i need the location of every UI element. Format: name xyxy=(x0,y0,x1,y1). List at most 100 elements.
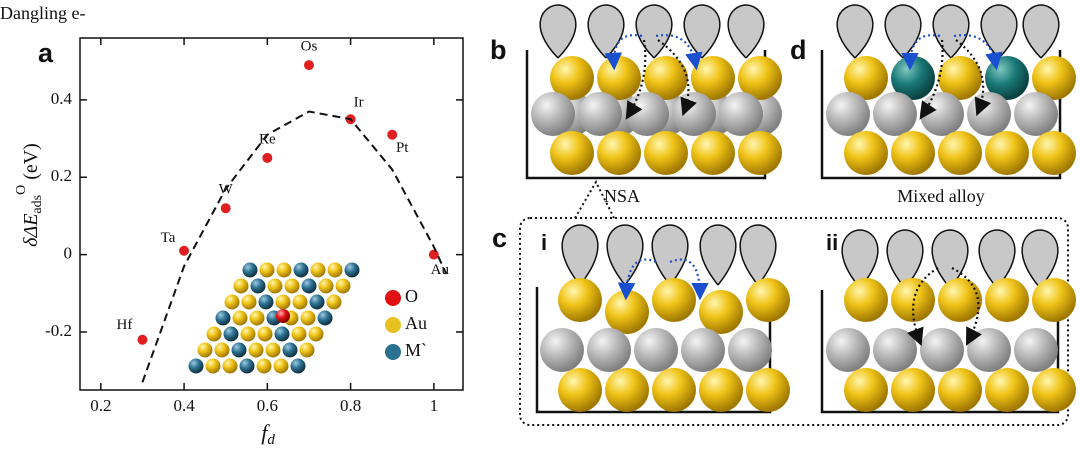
x-tick-label: 0.6 xyxy=(257,396,278,415)
orbital-lobe xyxy=(932,4,970,59)
atom xyxy=(188,358,204,374)
atom xyxy=(826,328,870,372)
atom xyxy=(231,342,247,358)
arrow xyxy=(953,34,1003,71)
xlabel-main: f xyxy=(261,420,270,445)
ylabel-main: δΔE xyxy=(20,214,42,247)
xlabel-sub: d xyxy=(267,432,275,448)
point-label: Pt xyxy=(396,140,409,156)
point-label: Ta xyxy=(161,230,176,246)
panel-label: a xyxy=(38,38,54,68)
atom xyxy=(844,278,888,322)
atom xyxy=(265,342,281,358)
arrow xyxy=(655,34,703,71)
x-tick-label: 1 xyxy=(430,396,439,415)
atom xyxy=(1032,278,1076,322)
orbital-lobe xyxy=(1021,229,1059,289)
atom xyxy=(938,368,982,412)
legend-label: Au xyxy=(405,313,427,333)
atom xyxy=(550,131,594,175)
atom xyxy=(274,326,290,342)
c-frame xyxy=(519,217,1069,426)
atom xyxy=(1032,56,1076,100)
panel-label: i xyxy=(541,230,547,255)
atom xyxy=(250,278,266,294)
atom xyxy=(299,342,315,358)
legend-label: O xyxy=(405,286,418,306)
arrow xyxy=(901,34,941,71)
panel-label: ii xyxy=(826,230,838,255)
data-point xyxy=(386,128,399,141)
caption: Mixed alloy xyxy=(897,186,985,206)
atom xyxy=(257,326,273,342)
atom xyxy=(644,56,688,100)
atom xyxy=(222,358,238,374)
atom xyxy=(256,358,272,374)
y-tick-label: 0.2 xyxy=(51,166,72,185)
data-point xyxy=(136,333,149,346)
orbital-lobe xyxy=(651,224,689,286)
panel-label: c xyxy=(492,223,507,253)
atom xyxy=(985,278,1029,322)
atom xyxy=(291,326,307,342)
orbital-lobe xyxy=(739,224,777,286)
atom xyxy=(224,294,240,310)
atom xyxy=(826,92,870,136)
atom xyxy=(920,92,964,136)
atom xyxy=(309,294,325,310)
orbital-lobe xyxy=(931,229,969,289)
atom xyxy=(301,278,317,294)
data-point xyxy=(178,244,191,257)
atom xyxy=(844,368,888,412)
atom xyxy=(282,342,298,358)
panel-label: b xyxy=(490,35,507,65)
atom xyxy=(746,368,790,412)
data-point xyxy=(427,248,440,261)
atom xyxy=(275,294,291,310)
atom xyxy=(938,56,982,100)
orbital-lobe xyxy=(980,4,1018,59)
atom xyxy=(242,262,258,278)
orbital-lobe xyxy=(841,229,879,289)
atom xyxy=(652,368,696,412)
atom xyxy=(844,131,888,175)
atom xyxy=(284,278,300,294)
atom xyxy=(206,326,222,342)
atom xyxy=(1014,92,1058,136)
legend-swatch xyxy=(385,344,401,360)
atom xyxy=(223,326,239,342)
atom xyxy=(634,328,678,372)
point-label: Ir xyxy=(354,95,364,111)
orbital-lobe xyxy=(1022,4,1060,59)
atom xyxy=(985,131,1029,175)
atom xyxy=(597,131,641,175)
atom xyxy=(605,368,649,412)
atom xyxy=(738,131,782,175)
plot-frame xyxy=(79,37,464,391)
atom xyxy=(873,92,917,136)
atom xyxy=(558,368,602,412)
x-tick-label: 0.8 xyxy=(340,396,361,415)
data-point xyxy=(302,59,315,72)
atom xyxy=(239,358,255,374)
atom xyxy=(292,294,308,310)
panel-label: d xyxy=(790,35,807,65)
orbital-lobe xyxy=(978,229,1016,289)
orbital-lobe xyxy=(635,4,673,59)
orbital-lobe xyxy=(587,4,625,59)
orbital-lobe xyxy=(727,4,765,59)
ylabel-sub: ads xyxy=(30,195,45,214)
y-tick-label: 0.4 xyxy=(51,89,73,108)
atom xyxy=(300,310,316,326)
atom xyxy=(276,262,292,278)
atom xyxy=(938,131,982,175)
atom xyxy=(728,328,772,372)
arrow xyxy=(625,39,647,120)
point-label: Hf xyxy=(117,317,133,333)
atom xyxy=(273,358,289,374)
atom xyxy=(891,131,935,175)
atom xyxy=(1032,131,1076,175)
atom xyxy=(550,56,594,100)
atom xyxy=(652,278,696,322)
